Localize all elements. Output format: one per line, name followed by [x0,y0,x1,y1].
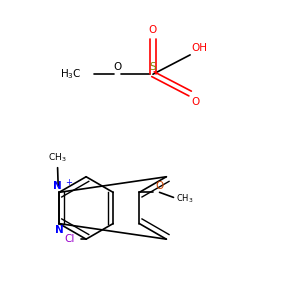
Text: N: N [53,181,62,190]
Text: N: N [55,225,63,235]
Text: O: O [192,97,200,107]
Text: Cl: Cl [64,234,75,244]
Text: $\mathregular{CH_3}$: $\mathregular{CH_3}$ [48,152,67,164]
Text: O: O [149,25,157,35]
Text: $\mathregular{H_3C}$: $\mathregular{H_3C}$ [60,67,82,81]
Text: OH: OH [192,44,208,53]
Text: O: O [113,62,122,72]
Text: O: O [155,181,163,191]
Text: S: S [150,62,156,72]
Text: +: + [66,178,73,187]
Text: $\mathregular{CH_3}$: $\mathregular{CH_3}$ [176,193,194,205]
